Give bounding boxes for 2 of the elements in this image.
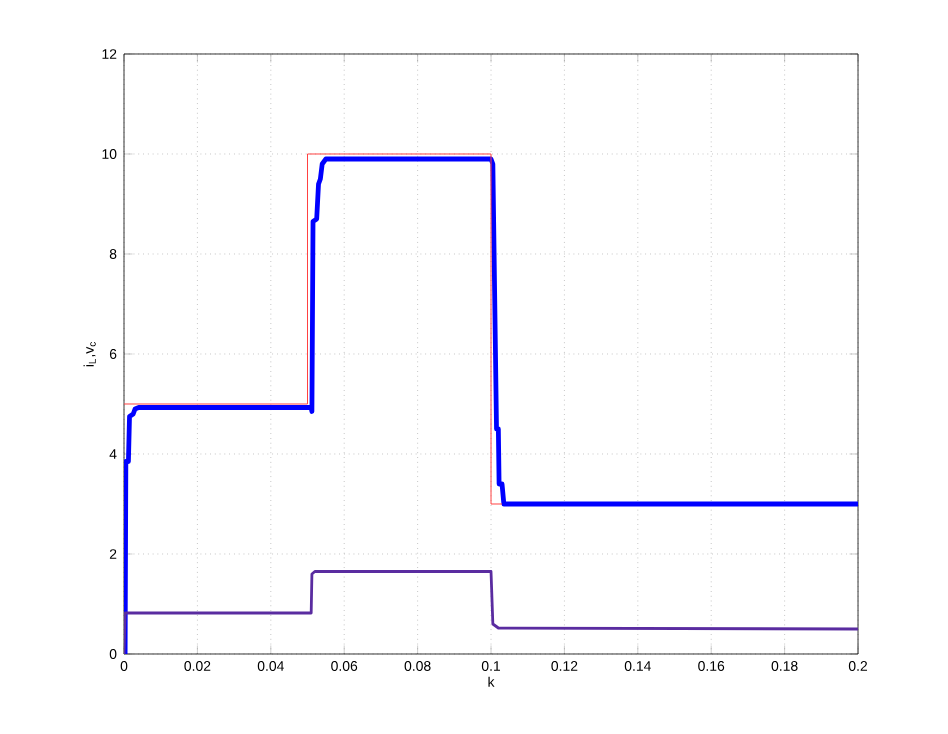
line-series	[124, 156, 859, 654]
line-series	[124, 570, 859, 654]
